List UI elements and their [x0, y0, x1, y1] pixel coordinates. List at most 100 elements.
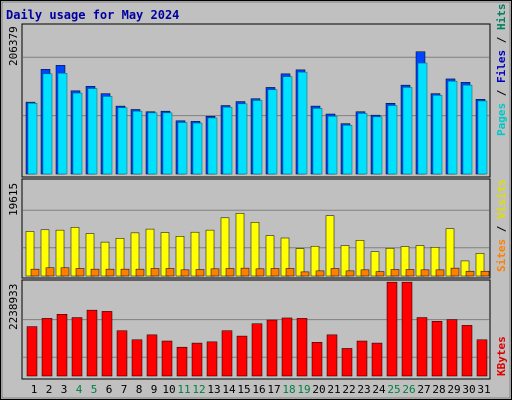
bar-sites-day-17: [270, 268, 280, 277]
bar-visits-day-9: [145, 228, 155, 277]
bar-visits-day-18: [280, 237, 290, 277]
bar-kbytes-day-12: [191, 342, 203, 377]
bar-visits-day-4: [70, 227, 80, 277]
bar-visits-day-27: [415, 245, 425, 277]
bar-kbytes-day-9: [146, 334, 158, 377]
bar-visits-day-7: [115, 238, 125, 277]
bar-visits-day-6: [100, 241, 110, 277]
bar-visits-day-20: [310, 245, 320, 277]
bar-kbytes-day-11: [176, 346, 188, 377]
bar-sites-day-13: [210, 268, 220, 277]
bar-files-day-5: [87, 88, 98, 175]
bar-sites-day-4: [75, 268, 85, 277]
panel-hits: 206379 Pages / Files / Hits: [7, 4, 508, 178]
panel-hits-bars: [25, 51, 488, 175]
bar-kbytes-day-14: [221, 330, 233, 377]
bar-sites-day-29: [450, 267, 460, 277]
x-label-day-25: 25: [387, 383, 400, 396]
bar-sites-day-27: [420, 269, 430, 277]
bar-sites-day-23: [360, 269, 370, 277]
x-label-day-18: 18: [282, 383, 295, 396]
bar-kbytes-day-26: [401, 281, 413, 377]
x-label-day-17: 17: [267, 383, 280, 396]
bar-files-day-31: [477, 100, 488, 175]
x-label-day-2: 2: [46, 383, 53, 396]
x-label-day-7: 7: [121, 383, 128, 396]
bar-visits-day-8: [130, 232, 140, 277]
bar-files-day-30: [462, 84, 473, 175]
x-label-day-19: 19: [297, 383, 310, 396]
bar-visits-day-31: [475, 253, 485, 277]
panel-visits-bars: [25, 213, 490, 277]
bar-kbytes-day-18: [281, 317, 293, 377]
bar-files-day-28: [432, 95, 443, 175]
bar-files-day-22: [342, 125, 353, 175]
bar-kbytes-day-3: [56, 314, 68, 377]
bar-visits-day-25: [385, 248, 395, 277]
bar-sites-day-18: [285, 268, 295, 277]
bar-visits-day-17: [265, 235, 275, 277]
bar-visits-day-15: [235, 213, 245, 277]
bar-kbytes-day-29: [446, 319, 458, 377]
bar-sites-day-14: [225, 268, 235, 277]
bar-sites-day-5: [90, 268, 100, 277]
x-label-day-9: 9: [151, 383, 158, 396]
bar-kbytes-day-22: [341, 348, 353, 377]
bar-files-day-27: [417, 62, 428, 175]
x-label-day-31: 31: [477, 383, 490, 396]
panel-kbytes: 2238933 KBytes: [7, 279, 508, 380]
panel-visits-max-label: 19615: [7, 183, 20, 216]
bar-files-day-9: [147, 112, 158, 175]
chart-title: Daily usage for May 2024: [6, 8, 179, 22]
bar-files-day-3: [57, 73, 68, 175]
svg-text:Sites / Visits: Sites / Visits: [495, 179, 508, 272]
bar-kbytes-day-8: [131, 339, 143, 377]
bar-sites-day-12: [195, 269, 205, 277]
panel-kbytes-legend: KBytes: [495, 336, 508, 376]
bar-files-day-11: [177, 122, 188, 175]
bar-files-day-8: [132, 110, 143, 175]
bar-kbytes-day-17: [266, 319, 278, 377]
bar-sites-day-22: [345, 270, 355, 277]
bar-files-day-2: [42, 73, 53, 175]
legend-visits: Visits: [495, 179, 508, 219]
bar-kbytes-day-20: [311, 341, 323, 377]
bar-files-day-18: [282, 76, 293, 175]
x-label-day-12: 12: [192, 383, 205, 396]
x-label-day-29: 29: [447, 383, 460, 396]
bar-visits-day-29: [445, 228, 455, 277]
x-label-day-22: 22: [342, 383, 355, 396]
bar-kbytes-day-4: [71, 317, 83, 377]
bar-visits-day-23: [355, 240, 365, 277]
bar-files-day-21: [327, 116, 338, 175]
bar-files-day-15: [237, 103, 248, 175]
panel-kbytes-bars: [26, 281, 488, 377]
x-label-day-6: 6: [106, 383, 113, 396]
bar-files-day-10: [162, 112, 173, 175]
x-label-day-30: 30: [462, 383, 475, 396]
bar-files-day-23: [357, 113, 368, 175]
panel-visits-legend: Sites / Visits: [495, 179, 508, 272]
svg-text:Pages / Files / Hits: Pages / Files / Hits: [495, 4, 508, 137]
x-axis-day-labels: 1 2 3 4 5 6 7 8 9 10 11 12 13 14 15 16 17 18 19 20 21 22 23 24 2…: [31, 383, 491, 396]
bar-visits-day-1: [25, 231, 35, 277]
bar-files-day-4: [72, 92, 83, 175]
bar-kbytes-day-27: [416, 317, 428, 377]
bar-kbytes-day-13: [206, 341, 218, 377]
bar-kbytes-day-15: [236, 335, 248, 377]
bar-files-day-25: [387, 105, 398, 175]
bar-sites-day-3: [60, 267, 70, 277]
x-label-day-5: 5: [91, 383, 98, 396]
bar-visits-day-24: [370, 251, 380, 277]
bar-sites-day-21: [330, 268, 340, 277]
bar-sites-day-24: [375, 271, 385, 277]
bar-kbytes-day-19: [296, 318, 308, 377]
bar-sites-day-15: [240, 267, 250, 277]
bar-files-day-17: [267, 89, 278, 175]
bar-files-day-14: [222, 106, 233, 175]
bar-visits-day-16: [250, 222, 260, 277]
x-label-day-23: 23: [357, 383, 370, 396]
x-label-day-27: 27: [417, 383, 430, 396]
x-label-day-15: 15: [237, 383, 250, 396]
